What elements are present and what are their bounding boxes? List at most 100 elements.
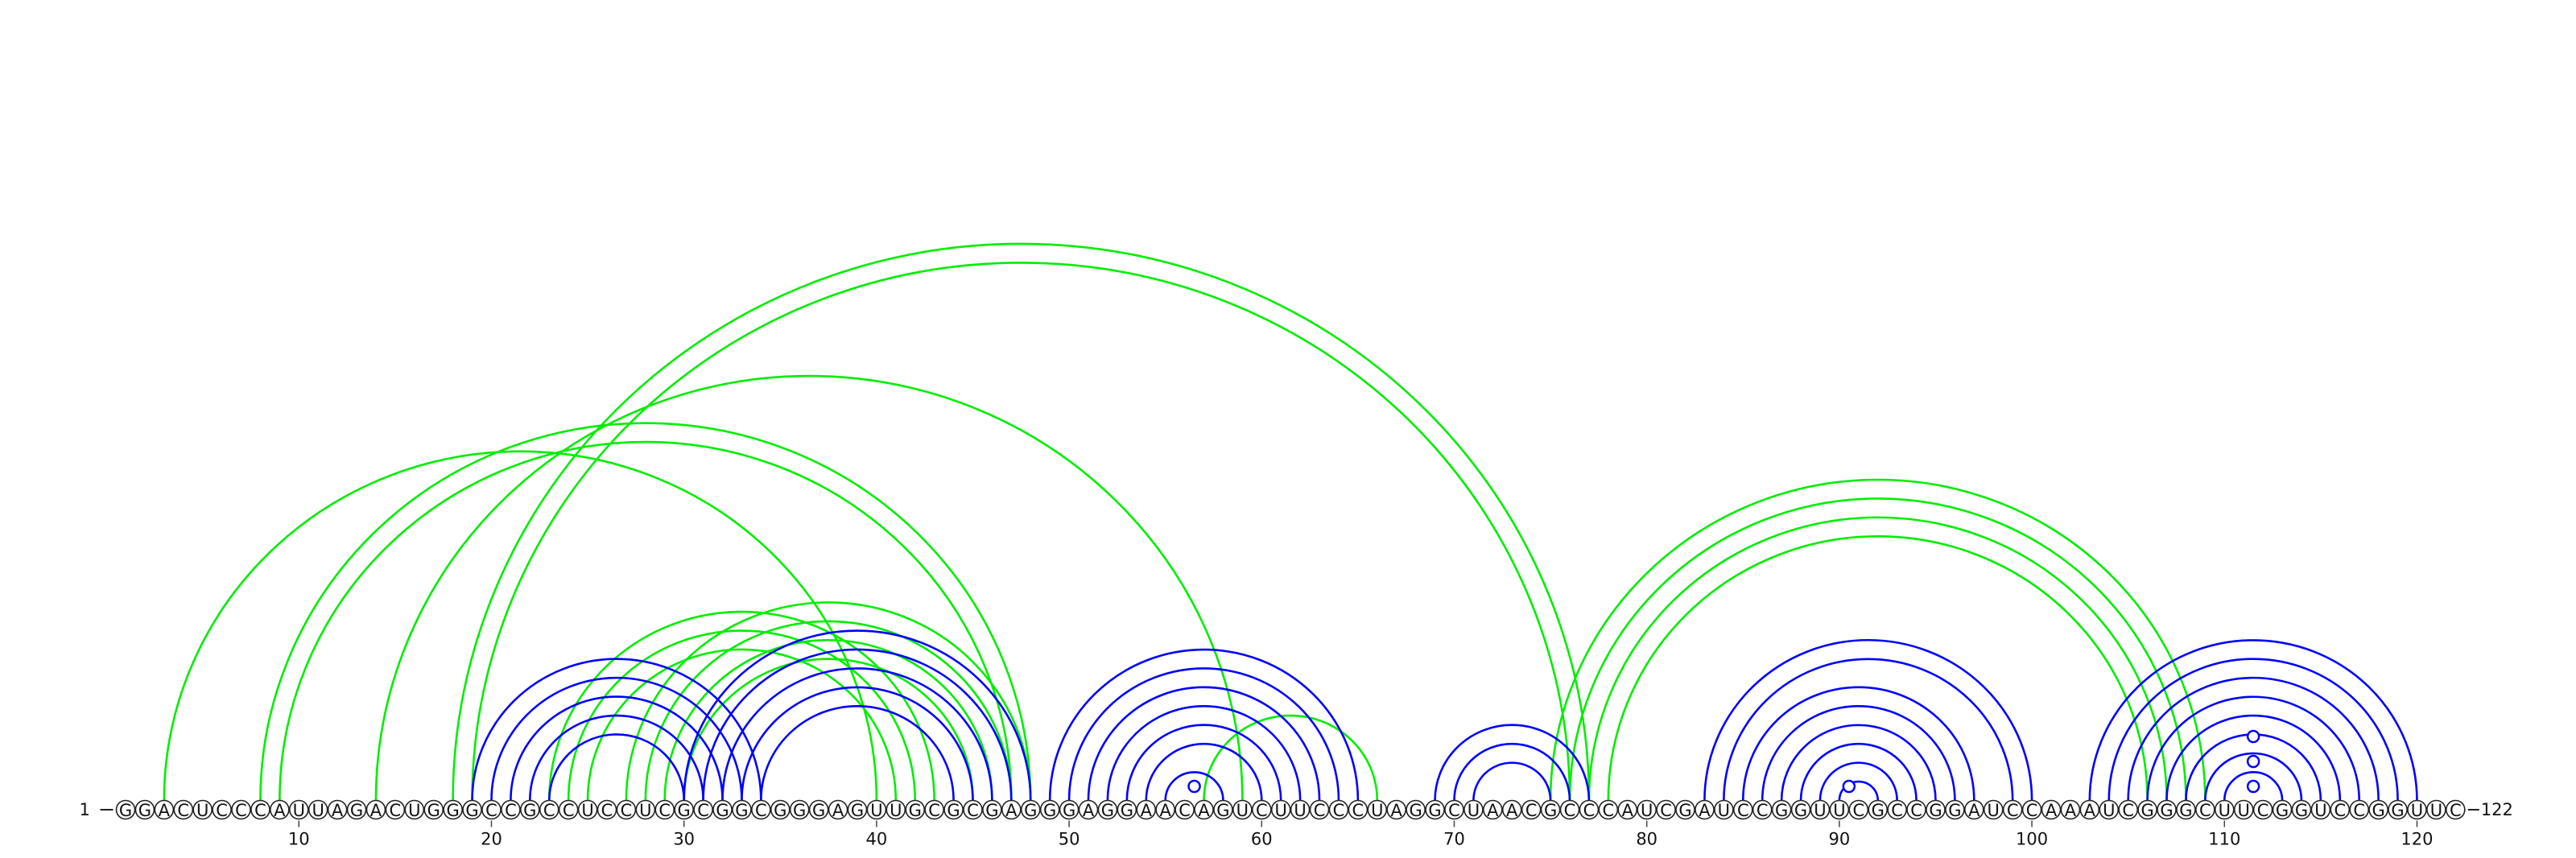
- nucleotide-118: G: [2368, 799, 2388, 820]
- nucleotide-letter: U: [1814, 801, 1826, 820]
- blue-pair-arc-83-100: [1703, 638, 2033, 801]
- blue-pair-arc-50-64: [1067, 667, 1340, 801]
- nucleotide-circle: [134, 799, 155, 820]
- position-tick-60: 60: [1251, 820, 1273, 849]
- nucleotide-circle: [462, 799, 482, 820]
- nucleotide-15: C: [385, 799, 406, 820]
- nucleotide-circle: [1270, 799, 1291, 820]
- nucleotide-circle: [1020, 799, 1041, 820]
- green-pair-arc-8-48: [259, 422, 1032, 801]
- nucleotide-circle: [1848, 799, 1869, 820]
- nucleotide-circle: [365, 799, 386, 820]
- nucleotide-87: G: [1771, 799, 1792, 820]
- nucleotide-letter: C: [2122, 801, 2134, 820]
- nucleotide-letter: U: [2219, 801, 2231, 820]
- nucleotide-letter: A: [1699, 801, 1711, 820]
- nucleotide-letter: A: [2046, 801, 2058, 820]
- loop-marker-111-3: [2246, 729, 2260, 744]
- nucleotide-letter: U: [1236, 801, 1249, 820]
- nucleotide-letter: C: [697, 801, 709, 820]
- nucleotide-circle: [2407, 799, 2427, 820]
- nucleotide-71: U: [1463, 799, 1484, 820]
- nucleotide-letter: A: [2065, 801, 2077, 820]
- nucleotide-letter: C: [254, 801, 266, 820]
- nucleotide-96: G: [1945, 799, 1965, 820]
- nucleotide-letter: C: [1448, 801, 1460, 820]
- nucleotide-30: G: [674, 799, 694, 820]
- nucleotide-circle: [231, 799, 251, 820]
- nucleotide-letter: G: [2295, 801, 2308, 820]
- nucleotide-108: G: [2176, 799, 2196, 820]
- nucleotide-112: C: [2252, 799, 2273, 820]
- nucleotide-29: C: [654, 799, 675, 820]
- nucleotide-67: A: [1386, 799, 1407, 820]
- nucleotide-letter: C: [658, 801, 671, 820]
- nucleotide-circle: [1136, 799, 1157, 820]
- nucleotide-58: G: [1213, 799, 1233, 820]
- blue-pair-arc-22-31: [529, 714, 704, 801]
- nucleotide-letter: A: [2084, 801, 2096, 820]
- nucleotide-13: G: [346, 799, 367, 820]
- tick-label: 60: [1251, 830, 1273, 849]
- tick-label: 50: [1059, 830, 1080, 849]
- nucleotide-circle: [2137, 799, 2157, 820]
- nucleotide-circle: [1444, 799, 1464, 820]
- nucleotide-circle: [963, 799, 983, 820]
- nucleotide-letter: C: [1333, 801, 1345, 820]
- blue-pair-arc-20-33: [490, 676, 743, 801]
- nucleotide-letter: C: [621, 801, 633, 820]
- nucleotide-letter: C: [1603, 801, 1615, 820]
- nucleotide-letter: G: [1929, 801, 1942, 820]
- nucleotide-circle: [1887, 799, 1907, 820]
- position-tick-50: 50: [1059, 820, 1080, 849]
- blue-pair-arc-86-96: [1761, 704, 1956, 801]
- nucleotide-circle: [2099, 799, 2120, 820]
- nucleotide-circle: [1771, 799, 1792, 820]
- nucleotide-28: U: [635, 799, 656, 820]
- nucleotide-letter: G: [427, 801, 440, 820]
- nucleotide-letter: C: [177, 801, 189, 820]
- nucleotide-letter: G: [2372, 801, 2384, 820]
- nucleotide-109: C: [2195, 799, 2215, 820]
- blue-pair-arc-106-117: [2146, 695, 2361, 801]
- nucleotide-circle: [520, 799, 540, 820]
- nucleotide-circle: [635, 799, 656, 820]
- blue-pair-arc-49-65: [1048, 648, 1360, 801]
- nucleotide-110: U: [2214, 799, 2235, 820]
- blue-pair-arc-23-30: [547, 733, 685, 801]
- sequence-start-label: 1: [80, 800, 90, 819]
- nucleotide-55: A: [1155, 799, 1175, 820]
- nucleotide-8: C: [250, 799, 270, 820]
- nucleotide-56: C: [1174, 799, 1195, 820]
- nucleotide-letter: C: [1910, 801, 1922, 820]
- nucleotide-letter: U: [639, 801, 651, 820]
- nucleotide-circle: [2388, 799, 2408, 820]
- nucleotide-letter: G: [119, 801, 132, 820]
- nucleotide-letter: G: [1101, 801, 1114, 820]
- nucleotide-circle: [1213, 799, 1233, 820]
- nucleotide-circle: [501, 799, 521, 820]
- blue-pair-arc-109-114: [2204, 752, 2303, 801]
- nucleotide-letter: U: [1988, 801, 2000, 820]
- nucleotide-99: C: [2002, 799, 2023, 820]
- nucleotide-circle: [212, 799, 232, 820]
- tick-label: 110: [2208, 830, 2240, 849]
- loop-marker-111-2: [2246, 754, 2260, 769]
- nucleotide-letter: A: [1005, 801, 1018, 820]
- nucleotide-letter: C: [1891, 801, 1903, 820]
- nucleotide-letter: G: [1678, 801, 1691, 820]
- green-pair-arc-28-47: [644, 620, 1013, 801]
- nucleotide-letter: G: [716, 801, 729, 820]
- nucleotide-43: C: [924, 799, 944, 820]
- nucleotide-116: C: [2330, 799, 2351, 820]
- nucleotide-letter: C: [235, 801, 247, 820]
- nucleotide-circle: [1348, 799, 1368, 820]
- nucleotide-93: C: [1887, 799, 1907, 820]
- nucleotide-34: C: [751, 799, 771, 820]
- nucleotide-52: G: [1097, 799, 1118, 820]
- nucleotide-95: G: [1926, 799, 1946, 820]
- nucleotide-65: C: [1348, 799, 1368, 820]
- nucleotide-11: U: [308, 799, 328, 820]
- blue-pair-arc-87-95: [1780, 724, 1937, 801]
